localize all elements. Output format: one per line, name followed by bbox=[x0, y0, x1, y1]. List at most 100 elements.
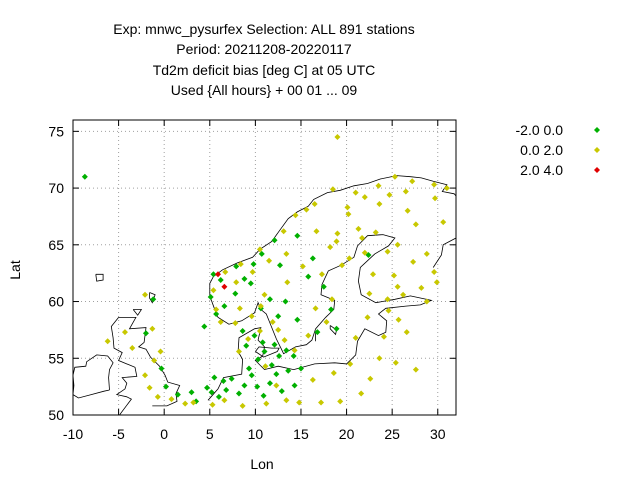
station-point bbox=[266, 296, 273, 303]
station-point bbox=[394, 241, 401, 248]
station-point bbox=[235, 390, 242, 397]
station-point bbox=[241, 382, 248, 389]
legend-label: -2.0 0.0 bbox=[516, 122, 564, 138]
station-point bbox=[296, 399, 303, 406]
station-point bbox=[294, 316, 301, 323]
station-point bbox=[217, 276, 224, 283]
coastline bbox=[118, 316, 181, 407]
station-point bbox=[361, 194, 368, 201]
station-point bbox=[263, 400, 270, 407]
station-point bbox=[347, 360, 354, 367]
station-point bbox=[208, 389, 215, 396]
x-tick-label: 30 bbox=[430, 426, 446, 442]
title-line-1: Exp: mnwc_pysurfex Selection: ALL 891 st… bbox=[113, 21, 414, 37]
station-point bbox=[247, 280, 254, 287]
station-point bbox=[352, 334, 359, 341]
station-point bbox=[232, 320, 239, 327]
station-point bbox=[330, 370, 337, 377]
station-point bbox=[334, 134, 341, 141]
station-point bbox=[309, 255, 316, 262]
station-point bbox=[121, 329, 128, 336]
station-point bbox=[228, 375, 235, 382]
coastline bbox=[95, 273, 104, 282]
station-point bbox=[283, 347, 290, 354]
station-point bbox=[327, 244, 334, 251]
station-point bbox=[384, 296, 391, 303]
y-tick-label: 75 bbox=[48, 123, 64, 139]
coastline bbox=[132, 309, 143, 316]
station-point bbox=[292, 212, 299, 219]
station-point bbox=[260, 392, 267, 399]
station-point bbox=[323, 318, 330, 325]
station-point bbox=[275, 326, 282, 333]
station-point bbox=[232, 290, 239, 297]
station-point bbox=[280, 228, 287, 235]
y-tick-label: 65 bbox=[48, 237, 64, 253]
station-point bbox=[150, 296, 157, 303]
station-point bbox=[217, 318, 224, 325]
legend-label: 0.0 2.0 bbox=[520, 142, 563, 158]
station-point bbox=[431, 269, 438, 276]
station-point bbox=[361, 249, 368, 256]
station-point bbox=[259, 339, 266, 346]
station-point bbox=[312, 305, 319, 312]
station-point bbox=[355, 225, 362, 232]
station-point bbox=[305, 332, 312, 339]
legend-marker bbox=[594, 167, 600, 173]
station-point bbox=[281, 337, 288, 344]
station-point bbox=[129, 345, 136, 352]
station-point bbox=[190, 399, 197, 406]
legend-marker bbox=[594, 127, 600, 133]
station-point bbox=[81, 173, 88, 180]
title-line-3: Td2m deficit bias [deg C] at 05 UTC bbox=[153, 62, 376, 78]
station-point bbox=[283, 397, 290, 404]
station-point bbox=[256, 328, 263, 335]
station-point bbox=[314, 329, 321, 336]
station-point bbox=[277, 262, 284, 269]
x-tick-label: -10 bbox=[63, 426, 83, 442]
station-point bbox=[273, 371, 280, 378]
station-point bbox=[221, 283, 228, 290]
station-point bbox=[248, 313, 255, 320]
y-tick-label: 50 bbox=[48, 407, 64, 423]
station-point bbox=[384, 248, 391, 255]
station-point bbox=[299, 263, 306, 270]
station-point bbox=[443, 185, 450, 192]
x-tick-label: 15 bbox=[293, 426, 309, 442]
station-point bbox=[149, 325, 156, 332]
coastline bbox=[149, 292, 156, 304]
station-point bbox=[245, 335, 252, 342]
station-point bbox=[370, 271, 377, 278]
legend-marker bbox=[594, 147, 600, 153]
station-point bbox=[375, 182, 382, 189]
station-point bbox=[291, 347, 298, 354]
station-point bbox=[258, 250, 265, 257]
station-point bbox=[168, 396, 175, 403]
station-point bbox=[339, 262, 346, 269]
title-line-2: Period: 20211208-20220117 bbox=[176, 41, 352, 57]
station-point bbox=[329, 186, 336, 193]
station-point bbox=[262, 363, 269, 370]
station-point bbox=[236, 305, 243, 312]
station-point bbox=[376, 200, 383, 207]
station-point bbox=[261, 348, 268, 355]
station-point bbox=[395, 316, 402, 323]
y-tick-label: 70 bbox=[48, 180, 64, 196]
station-point bbox=[214, 271, 221, 278]
station-point bbox=[404, 207, 411, 214]
station-point bbox=[269, 318, 276, 325]
station-point bbox=[146, 384, 153, 391]
station-point bbox=[359, 235, 366, 241]
station-point bbox=[275, 313, 282, 320]
station-point bbox=[376, 355, 383, 362]
station-point bbox=[182, 400, 189, 407]
station-point bbox=[352, 189, 359, 196]
station-point bbox=[157, 348, 164, 355]
station-point bbox=[251, 332, 258, 339]
station-point bbox=[142, 330, 149, 337]
x-tick-label: 10 bbox=[248, 426, 264, 442]
station-point bbox=[297, 365, 304, 372]
station-point bbox=[210, 271, 217, 278]
station-point bbox=[320, 283, 327, 290]
